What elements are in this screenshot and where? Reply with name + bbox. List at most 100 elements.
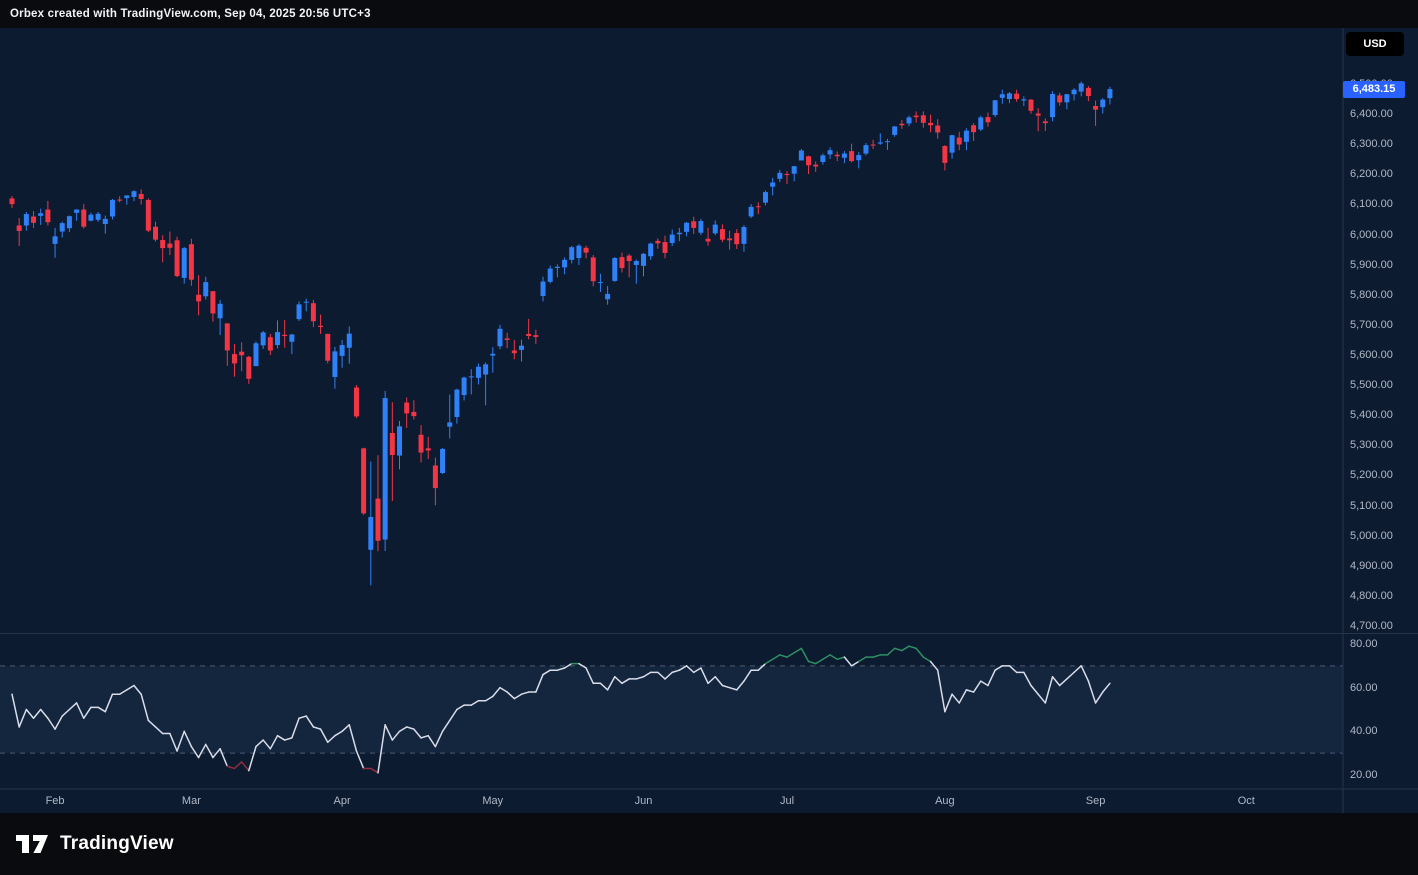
chart-canvas[interactable]: Feb Mar Apr May Jun Jul Aug Sep Oct <box>0 28 1418 813</box>
candle-body <box>246 356 252 379</box>
rsi-line-segment <box>154 726 164 735</box>
candle-body <box>813 164 819 167</box>
candle-body <box>102 218 108 225</box>
candle-body <box>231 354 237 364</box>
time-axis-label: Aug <box>935 795 955 807</box>
price-tick-label: 4,700.00 <box>1350 619 1393 632</box>
candle-body <box>942 146 948 163</box>
candle-body <box>9 198 15 205</box>
candle-body <box>468 376 474 378</box>
price-tick-label: 5,600.00 <box>1350 348 1393 361</box>
candle-body <box>834 154 840 157</box>
currency-dropdown-button[interactable]: USD <box>1346 32 1404 56</box>
candle-body <box>45 209 51 223</box>
candle-body <box>770 182 776 187</box>
candle-body <box>425 448 431 451</box>
rsi-line-segment <box>1051 675 1061 687</box>
candle-body <box>23 214 29 226</box>
rsi-line-segment <box>75 702 85 719</box>
candlestick-series[interactable] <box>9 81 1113 586</box>
candle-body <box>597 282 603 284</box>
rsi-line[interactable] <box>11 645 1111 774</box>
rsi-line-segment <box>520 691 530 695</box>
rsi-line-segment <box>599 682 609 691</box>
rsi-line-segment <box>786 651 795 658</box>
rsi-line-segment <box>298 715 307 719</box>
time-axis[interactable]: Feb Mar Apr May Jun Jul Aug Sep Oct <box>46 795 1255 807</box>
candle-body <box>971 125 977 133</box>
rsi-line-segment <box>771 654 781 661</box>
rsi-line-segment <box>822 654 831 661</box>
candle-body <box>518 345 524 350</box>
candle-body <box>217 303 223 319</box>
candle-body <box>1071 89 1077 95</box>
candle-body <box>52 236 58 244</box>
candle-body <box>224 323 230 351</box>
candle-body <box>626 255 632 262</box>
rsi-line-segment <box>11 693 20 728</box>
candle-body <box>533 335 539 337</box>
rsi-line-segment <box>205 743 214 759</box>
chart-plot[interactable]: Feb Mar Apr May Jun Jul Aug Sep Oct USD 6,483.15… <box>0 28 1418 813</box>
price-tick-label: 5,200.00 <box>1350 469 1393 482</box>
rsi-line-segment <box>542 669 551 676</box>
candle-body <box>827 150 833 155</box>
rsi-line-segment <box>283 737 293 741</box>
candle-body <box>856 155 862 161</box>
candle-body <box>841 153 847 158</box>
candle-body <box>81 209 87 227</box>
candle-body <box>712 224 718 234</box>
candle-body <box>877 142 883 144</box>
candle-body <box>1014 93 1020 100</box>
price-tick-label: 5,700.00 <box>1350 318 1393 331</box>
rsi-line-segment <box>377 724 386 774</box>
rsi-line-segment <box>176 730 185 752</box>
candle-body <box>504 338 510 340</box>
candle-body <box>762 192 768 203</box>
candle-body <box>475 366 481 378</box>
candle-body <box>884 141 890 143</box>
candle-body <box>303 301 309 303</box>
price-tick-label: 5,100.00 <box>1350 499 1393 512</box>
rsi-line-segment <box>850 660 860 667</box>
rsi-line-segment <box>535 673 544 693</box>
candle-body <box>985 117 991 123</box>
candle-body <box>1050 93 1056 118</box>
rsi-line-segment <box>642 671 652 678</box>
candle-body <box>181 248 187 278</box>
candle-body <box>526 333 532 337</box>
rsi-line-segment <box>370 767 379 774</box>
candle-body <box>820 155 826 162</box>
rsi-line-segment <box>678 665 688 671</box>
price-tick-label: 6,000.00 <box>1350 228 1393 241</box>
candle-body <box>117 199 123 201</box>
rsi-line-segment <box>980 680 989 687</box>
rsi-line-segment <box>305 715 315 728</box>
rsi-line-segment <box>39 708 49 719</box>
rsi-line-segment <box>994 665 1004 671</box>
candle-body <box>131 191 137 197</box>
rsi-line-segment <box>1058 678 1068 687</box>
candle-body <box>648 243 654 257</box>
candle-body <box>920 115 926 123</box>
candle-body <box>418 434 424 453</box>
rsi-line-segment <box>441 719 451 733</box>
rsi-line-segment <box>83 706 92 719</box>
candle-body <box>748 206 754 217</box>
rsi-line-segment <box>420 734 429 739</box>
rsi-line-segment <box>1023 671 1032 687</box>
candle-body <box>899 123 905 126</box>
price-scale[interactable]: USD 6,483.15 6,500.006,400.006,300.006,2… <box>1343 28 1418 813</box>
rsi-line-segment <box>606 675 616 691</box>
rsi-line-segment <box>240 761 250 772</box>
candle-body <box>282 334 288 337</box>
candle-body <box>1006 93 1012 100</box>
rsi-line-segment <box>987 669 996 687</box>
rsi-line-segment <box>413 728 422 739</box>
candle-body <box>849 151 855 162</box>
rsi-line-segment <box>219 748 229 768</box>
candle-body <box>124 195 130 199</box>
candle-body <box>296 304 302 320</box>
rsi-line-segment <box>1030 684 1039 695</box>
rsi-line-segment <box>140 693 150 722</box>
